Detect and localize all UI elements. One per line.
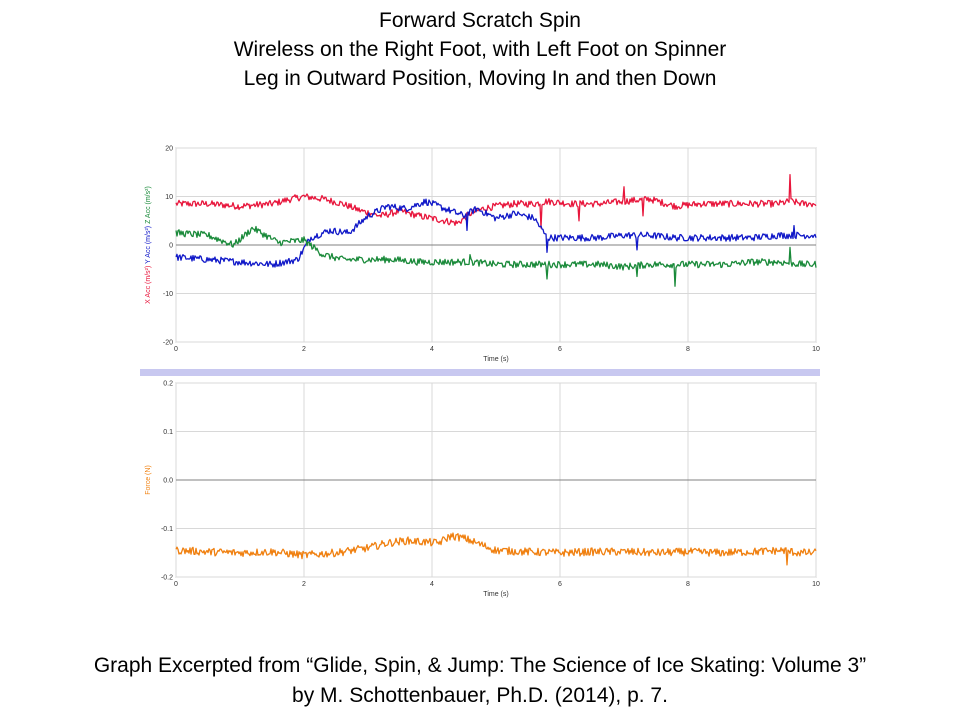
y-tick-label: -20 — [163, 340, 173, 347]
x-tick-label: 6 — [558, 581, 562, 588]
series-line-z-acc — [175, 225, 817, 287]
y-axis-label-part: Force (N) — [145, 465, 152, 495]
title-line-3: Leg in Outward Position, Moving In and t… — [243, 67, 717, 90]
x-tick-label: 6 — [558, 346, 562, 353]
x-tick-label: 10 — [812, 346, 820, 353]
y-tick-label: -0.2 — [161, 575, 173, 582]
y-tick-label: 0.0 — [163, 478, 173, 485]
y-tick-label: -10 — [163, 291, 173, 298]
x-axis-label: Time (s) — [483, 356, 508, 363]
x-tick-label: 8 — [686, 346, 690, 353]
y-tick-label: -0.1 — [161, 526, 173, 533]
acceleration-plot: 0 2 4 6 8 10 20 10 0 -10 -20 Time (s) X Acc (m/s²) Y… — [145, 146, 820, 364]
y-tick-label: 20 — [165, 146, 173, 153]
y-axis-label-part: Y Acc (m/s²) — [145, 226, 152, 266]
series-line-force — [175, 532, 817, 566]
y-axis-label: Force (N) — [145, 465, 152, 495]
x-tick-label: 4 — [430, 346, 434, 353]
y-tick-label: 0.1 — [163, 429, 173, 436]
x-tick-label: 0 — [174, 346, 178, 353]
force-plot: 0 2 4 6 8 10 0.2 0.1 0.0 -0.1 -0.2 Time (s) Force (N… — [145, 381, 820, 599]
x-tick-label: 4 — [430, 581, 434, 588]
title-line-2: Wireless on the Right Foot, with Left Fo… — [233, 38, 727, 61]
y-tick-label: 0 — [169, 243, 173, 250]
source-caption: Graph Excerpted from “Glide, Spin, & Jum… — [0, 651, 960, 711]
x-tick-label: 8 — [686, 581, 690, 588]
y-tick-label: 0.2 — [163, 381, 173, 388]
caption-line-1: Graph Excerpted from “Glide, Spin, & Jum… — [93, 654, 867, 677]
title-line-1: Forward Scratch Spin — [379, 9, 581, 32]
chart-title: Forward Scratch Spin Wireless on the Rig… — [0, 6, 960, 93]
x-tick-label: 2 — [302, 346, 306, 353]
x-tick-label: 10 — [812, 581, 820, 588]
series-line-y-acc — [175, 198, 817, 268]
y-tick-label: 10 — [165, 194, 173, 201]
x-tick-label: 0 — [174, 581, 178, 588]
caption-line-2: by M. Schottenbauer, Ph.D. (2014), p. 7. — [292, 684, 668, 707]
y-axis-label-part: Z Acc (m/s²) — [145, 186, 152, 226]
y-axis-label-part: X Acc (m/s²) — [145, 266, 152, 304]
y-axis-label: X Acc (m/s²) Y Acc (m/s²) Z Acc (m/s²) — [145, 186, 152, 304]
x-axis-label: Time (s) — [483, 591, 508, 598]
x-tick-label: 2 — [302, 581, 306, 588]
series-line-x-acc — [175, 174, 817, 229]
panel-divider[interactable] — [140, 369, 820, 376]
